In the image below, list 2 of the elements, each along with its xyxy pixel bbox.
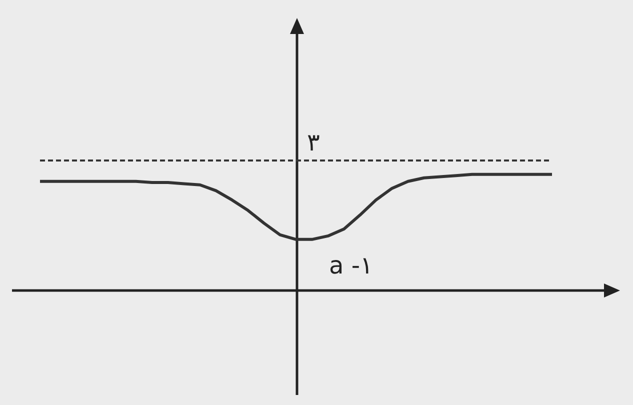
text: ٣ bbox=[307, 128, 320, 156]
annotation: a -١ bbox=[329, 251, 373, 280]
